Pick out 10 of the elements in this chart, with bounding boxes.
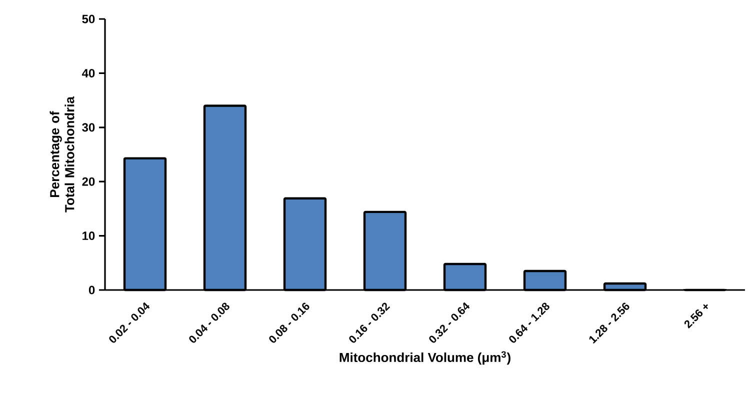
y-tick-label: 10 (82, 232, 95, 240)
y-tick-label: 50 (82, 14, 95, 24)
x-tick-label: 0.16 - 0.32 (349, 302, 390, 343)
y-axis-title: Percentage of Total Mitochondria (50, 96, 74, 212)
x-tick-label: 0.08 - 0.16 (269, 302, 310, 343)
y-tick-label: 0 (88, 286, 95, 294)
x-axis-title: Mitochondrial Volume (μm$^{3}$) (340, 351, 510, 365)
y-tick-label: 30 (82, 123, 95, 132)
y-tick-label: 20 (82, 177, 95, 186)
y-tick-label: 40 (82, 68, 95, 78)
